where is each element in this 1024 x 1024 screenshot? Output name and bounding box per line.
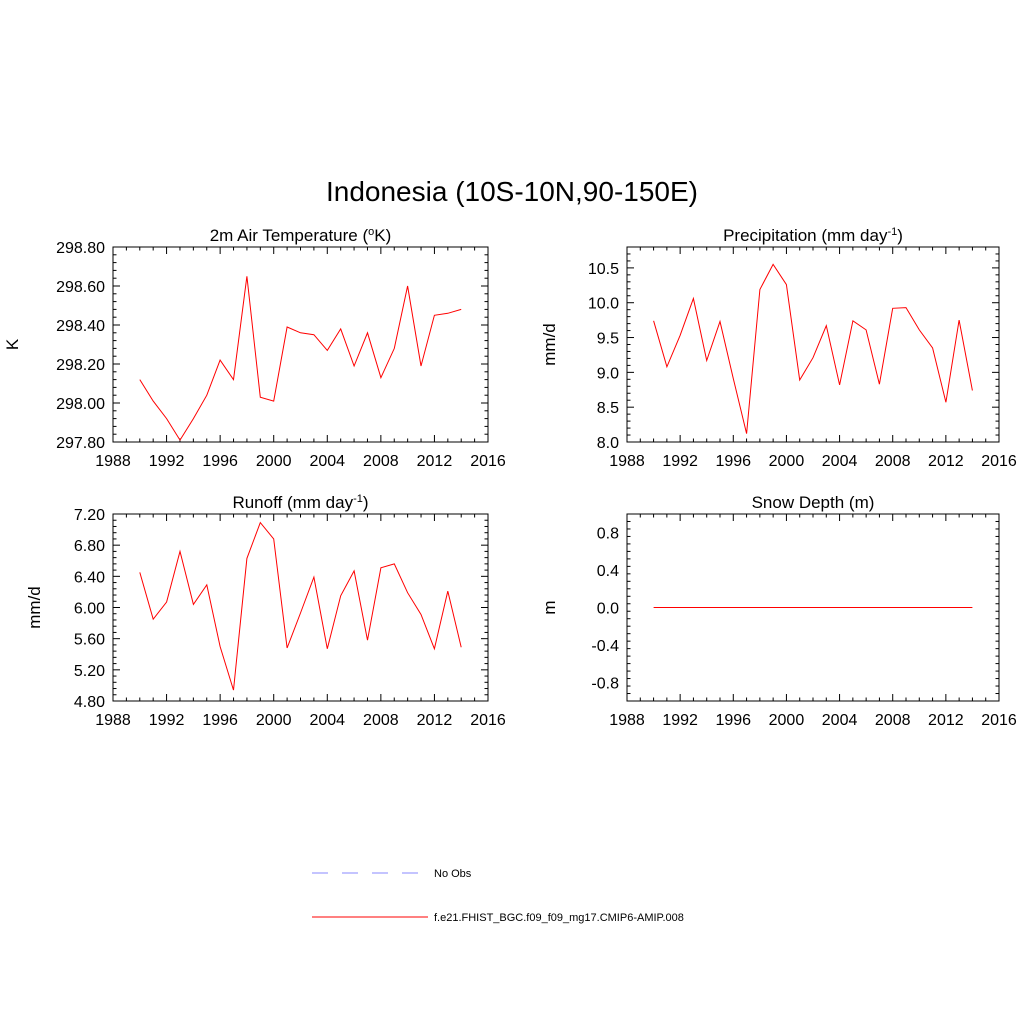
panel-title: Runoff (mm day-1)	[232, 493, 368, 512]
y-axis-label: mm/d	[25, 586, 44, 629]
series-line	[139, 521, 462, 691]
series-line	[653, 263, 973, 434]
y-tick-label: 298.00	[56, 396, 105, 413]
y-tick-label: 5.60	[74, 632, 105, 649]
x-tick-label: 2012	[928, 453, 964, 470]
figure-title: Indonesia (10S-10N,90-150E)	[326, 176, 698, 207]
x-tick-label: 2016	[981, 712, 1017, 729]
y-tick-label: 4.80	[74, 694, 105, 711]
y-tick-label: -0.8	[591, 675, 619, 692]
x-tick-label: 2008	[363, 453, 399, 470]
panel-runoff: 1988 1992 1996 2000 2004 2008 2012 2016 4.80 5.20…	[25, 493, 506, 729]
y-tick-label: 10.5	[588, 261, 619, 278]
y-tick-label: 10.0	[588, 296, 619, 313]
y-tick-label: 8.0	[597, 435, 619, 452]
x-tick-label: 1988	[95, 712, 131, 729]
x-tick-label: 2012	[928, 712, 964, 729]
panel-title: Precipitation (mm day-1)	[723, 226, 903, 245]
x-tick-label: 2000	[769, 712, 805, 729]
y-tick-label: 298.60	[56, 279, 105, 296]
y-axis-label: mm/d	[540, 323, 559, 366]
y-tick-label: 9.0	[597, 365, 619, 382]
x-tick-label: 2012	[417, 712, 453, 729]
y-tick-label: -0.4	[591, 638, 619, 655]
legend-model-label: f.e21.FHIST_BGC.f09_f09_mg17.CMIP6-AMIP.…	[434, 912, 684, 924]
plot-frame	[626, 246, 1000, 443]
y-axis-label: K	[3, 338, 22, 350]
x-tick-label: 2016	[981, 453, 1017, 470]
panel-title: 2m Air Temperature (oK)	[210, 226, 392, 245]
y-tick-label: 0.8	[597, 526, 619, 543]
x-tick-label: 2000	[769, 453, 805, 470]
y-axis-label: m	[540, 600, 559, 614]
y-tick-label: 9.5	[597, 331, 619, 348]
x-tick-label: 2008	[875, 453, 911, 470]
x-tick-label: 1992	[662, 453, 698, 470]
x-tick-label: 1988	[609, 453, 645, 470]
x-tick-label: 2004	[309, 453, 345, 470]
x-tick-label: 2004	[822, 712, 858, 729]
legend: No Obs f.e21.FHIST_BGC.f09_f09_mg17.CMIP…	[312, 868, 684, 924]
y-tick-label: 7.20	[74, 507, 105, 524]
panel-snow-depth: 1988 1992 1996 2000 2004 2008 2012 2016 -0.8 -0.4…	[540, 493, 1017, 729]
y-tick-label: 297.80	[56, 435, 105, 452]
x-tick-label: 1996	[715, 453, 751, 470]
x-tick-label: 2004	[309, 712, 345, 729]
x-tick-label: 1996	[202, 712, 238, 729]
x-tick-label: 1992	[662, 712, 698, 729]
y-tick-label: 6.80	[74, 538, 105, 555]
x-tick-label: 1996	[715, 712, 751, 729]
x-tick-label: 2008	[875, 712, 911, 729]
y-tick-label: 298.80	[56, 240, 105, 257]
x-tick-label: 1992	[149, 712, 185, 729]
x-tick-label: 1992	[149, 453, 185, 470]
y-tick-label: 5.20	[74, 663, 105, 680]
x-tick-label: 2016	[470, 453, 506, 470]
x-tick-label: 2000	[256, 453, 292, 470]
y-tick-label: 298.40	[56, 318, 105, 335]
plot-frame	[112, 246, 489, 443]
x-tick-label: 2008	[363, 712, 399, 729]
y-tick-label: 6.00	[74, 601, 105, 618]
legend-obs-label: No Obs	[434, 868, 472, 880]
x-tick-label: 2004	[822, 453, 858, 470]
plot-frame	[112, 513, 489, 702]
x-tick-label: 1988	[95, 453, 131, 470]
x-tick-label: 2012	[417, 453, 453, 470]
y-tick-label: 8.5	[597, 400, 619, 417]
y-tick-label: 298.20	[56, 357, 105, 374]
x-tick-label: 1988	[609, 712, 645, 729]
series-line	[139, 276, 462, 442]
y-tick-label: 6.40	[74, 569, 105, 586]
y-tick-label: 0.4	[597, 563, 619, 580]
panel-precipitation: 1988 1992 1996 2000 2004 2008 2012 2016 8.0 8.5 9.…	[540, 226, 1017, 470]
panel-temperature: 1988 1992 1996 2000 2004 2008 2012 2016 297.80 29…	[3, 226, 506, 470]
y-tick-label: 0.0	[597, 601, 619, 618]
x-tick-label: 1996	[202, 453, 238, 470]
x-tick-label: 2000	[256, 712, 292, 729]
panel-title: Snow Depth (m)	[752, 493, 875, 512]
x-tick-label: 2016	[470, 712, 506, 729]
